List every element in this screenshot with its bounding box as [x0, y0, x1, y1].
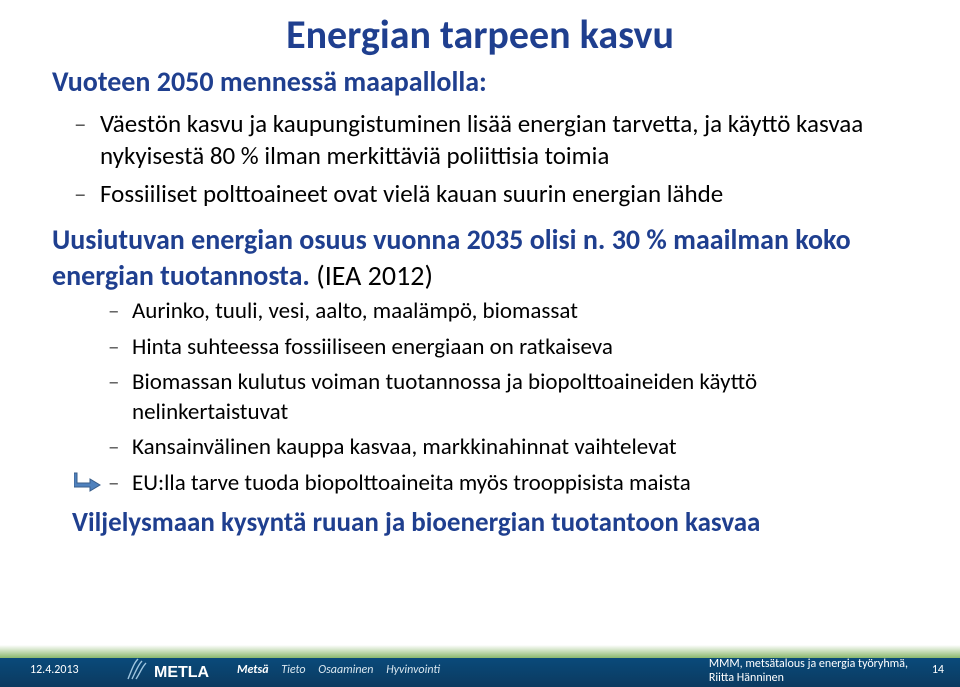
slide-body: Vuoteen 2050 mennessä maapallolla: Väest…	[52, 64, 908, 541]
section1-bullet: Väestön kasvu ja kaupungistuminen lisää …	[100, 108, 908, 172]
section2-bullet: Hinta suhteessa fossiiliseen energiaan o…	[132, 333, 908, 362]
section1-heading: Vuoteen 2050 mennessä maapallolla:	[52, 64, 908, 100]
section2-heading-tail: (IEA 2012)	[310, 258, 433, 293]
section2-bullet: Kansainvälinen kauppa kasvaa, markkinahi…	[132, 433, 908, 462]
section2-heading: Uusiutuvan energian osuus vuonna 2035 ol…	[52, 222, 908, 294]
footer-word: Metsä	[237, 663, 269, 677]
section2-bullet: Biomassan kulutus voiman tuotannossa ja …	[132, 368, 908, 427]
arrow-down-right-icon	[74, 471, 102, 501]
footer-word: Tieto	[281, 663, 305, 677]
footer-page-number: 14	[932, 663, 944, 677]
footer-credit-line2: Riitta Hänninen	[709, 671, 908, 685]
section2-bullet-arrow: EU:lla tarve tuoda biopolttoaineita myös…	[132, 469, 908, 498]
section1-bullet: Fossiiliset polttoaineet ovat vielä kaua…	[100, 178, 908, 210]
section2-heading-main: Uusiutuvan energian osuus vuonna 2035 ol…	[52, 222, 851, 293]
section2-bullet: Aurinko, tuuli, vesi, aalto, maalämpö, b…	[132, 297, 908, 326]
footer-keywords: Metsä Tieto Osaaminen Hyvinvointi	[232, 663, 445, 677]
footer-date: 12.4.2013	[30, 663, 79, 677]
logo-text: METLA	[154, 664, 210, 681]
footer-word: Hyvinvointi	[386, 663, 440, 677]
metla-logo-icon: METLA	[126, 655, 222, 683]
slide: Energian tarpeen kasvu Vuoteen 2050 menn…	[0, 0, 960, 687]
closing-line: Viljelysmaan kysyntä ruuan ja bioenergia…	[72, 506, 908, 541]
footer: 12.4.2013 METLA Metsä Tieto Osaaminen Hy…	[0, 645, 960, 687]
footer-word: Osaaminen	[318, 663, 373, 677]
footer-credit-line1: MMM, metsätalous ja energia työryhmä,	[709, 657, 908, 671]
slide-title: Energian tarpeen kasvu	[0, 10, 960, 59]
section2-bullet-text: EU:lla tarve tuoda biopolttoaineita myös…	[132, 469, 691, 497]
footer-credit: MMM, metsätalous ja energia työryhmä, Ri…	[709, 657, 908, 686]
